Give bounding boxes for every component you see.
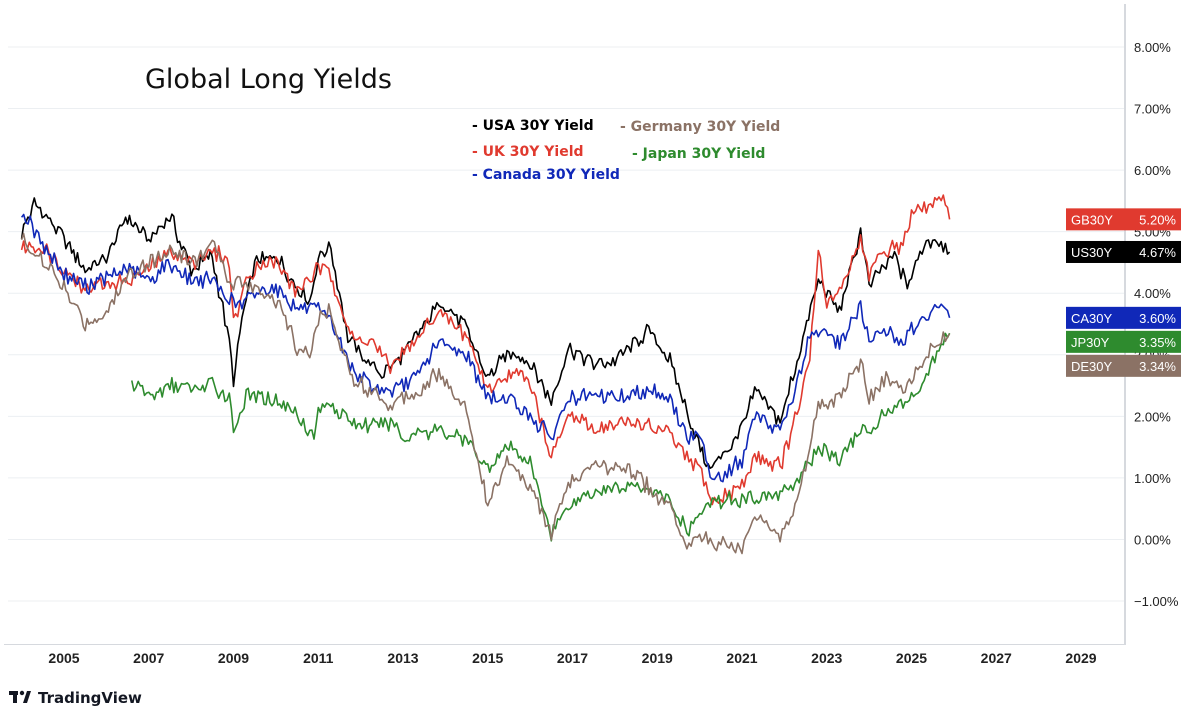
x-tick-label: 2007 xyxy=(133,650,164,666)
x-tick-label: 2009 xyxy=(218,650,249,666)
series-line-gb30y xyxy=(20,194,951,506)
badge-symbol: US30Y xyxy=(1071,245,1113,260)
badge-gb30y: GB30Y 5.20% xyxy=(1066,208,1181,231)
badge-background xyxy=(1066,354,1181,377)
badge-us30y: US30Y 4.67% xyxy=(1066,240,1181,263)
chart-title: Global Long Yields xyxy=(145,64,392,95)
x-tick-label: 2013 xyxy=(387,650,418,666)
series-line-de30y xyxy=(20,232,951,555)
series-line-ca30y xyxy=(20,213,951,483)
x-tick-label: 2019 xyxy=(642,650,673,666)
last-value-badges: GB30Y 5.20% US30Y 4.67% CA30Y 3.60% JP30Y 3.35%… xyxy=(1066,208,1181,377)
badge-symbol: JP30Y xyxy=(1071,335,1110,350)
badge-value: 3.35% xyxy=(1139,335,1176,350)
badge-symbol: GB30Y xyxy=(1071,212,1113,227)
badge-jp30y: JP30Y 3.35% xyxy=(1066,330,1181,353)
badge-value: 3.34% xyxy=(1139,359,1176,374)
brand-name: TradingView xyxy=(38,689,142,707)
x-tick-label: 2025 xyxy=(896,650,927,666)
y-tick-label: −1.00% xyxy=(1134,594,1179,609)
x-tick-label: 2005 xyxy=(48,650,79,666)
y-tick-label: 1.00% xyxy=(1134,471,1171,486)
legend: - USA 30Y Yield - Germany 30Y Yield - UK… xyxy=(472,118,780,183)
x-tick-label: 2029 xyxy=(1065,650,1096,666)
x-tick-label: 2017 xyxy=(557,650,588,666)
badge-background xyxy=(1066,330,1181,353)
x-tick-label: 2015 xyxy=(472,650,503,666)
badge-value: 4.67% xyxy=(1139,245,1176,260)
tradingview-logo[interactable]: TradingView xyxy=(9,689,142,707)
y-tick-label: 6.00% xyxy=(1134,163,1171,178)
badge-de30y: DE30Y 3.34% xyxy=(1066,354,1181,377)
y-tick-label: 0.00% xyxy=(1134,532,1171,547)
legend-item-usa: - USA 30Y Yield xyxy=(472,118,594,134)
legend-item-germany: - Germany 30Y Yield xyxy=(620,119,780,135)
x-tick-label: 2021 xyxy=(726,650,757,666)
badge-symbol: DE30Y xyxy=(1071,359,1113,374)
tradingview-icon xyxy=(9,690,31,703)
series-line-us30y xyxy=(20,197,951,469)
badge-ca30y: CA30Y 3.60% xyxy=(1066,306,1181,329)
y-tick-label: 8.00% xyxy=(1134,40,1171,55)
legend-item-canada: - Canada 30Y Yield xyxy=(472,167,620,183)
time-scale-divider xyxy=(4,644,1126,645)
legend-item-japan: - Japan 30Y Yield xyxy=(632,146,765,162)
badge-symbol: CA30Y xyxy=(1071,311,1113,326)
badge-background xyxy=(1066,240,1181,263)
x-axis[interactable]: 2005 2007 2009 2011 2013 2015 2017 2019 2021 2023… xyxy=(48,650,1096,666)
legend-item-uk: - UK 30Y Yield xyxy=(472,144,584,160)
y-tick-label: 4.00% xyxy=(1134,286,1171,301)
x-tick-label: 2027 xyxy=(981,650,1012,666)
badge-value: 5.20% xyxy=(1139,212,1176,227)
series-lines xyxy=(20,194,951,555)
badge-background xyxy=(1066,306,1181,329)
x-tick-label: 2023 xyxy=(811,650,842,666)
badge-value: 3.60% xyxy=(1139,311,1176,326)
x-tick-label: 2011 xyxy=(303,650,334,666)
y-tick-label: 2.00% xyxy=(1134,409,1171,424)
series-line-jp30y xyxy=(131,332,951,542)
badge-background xyxy=(1066,208,1181,231)
y-tick-label: 7.00% xyxy=(1134,102,1171,117)
